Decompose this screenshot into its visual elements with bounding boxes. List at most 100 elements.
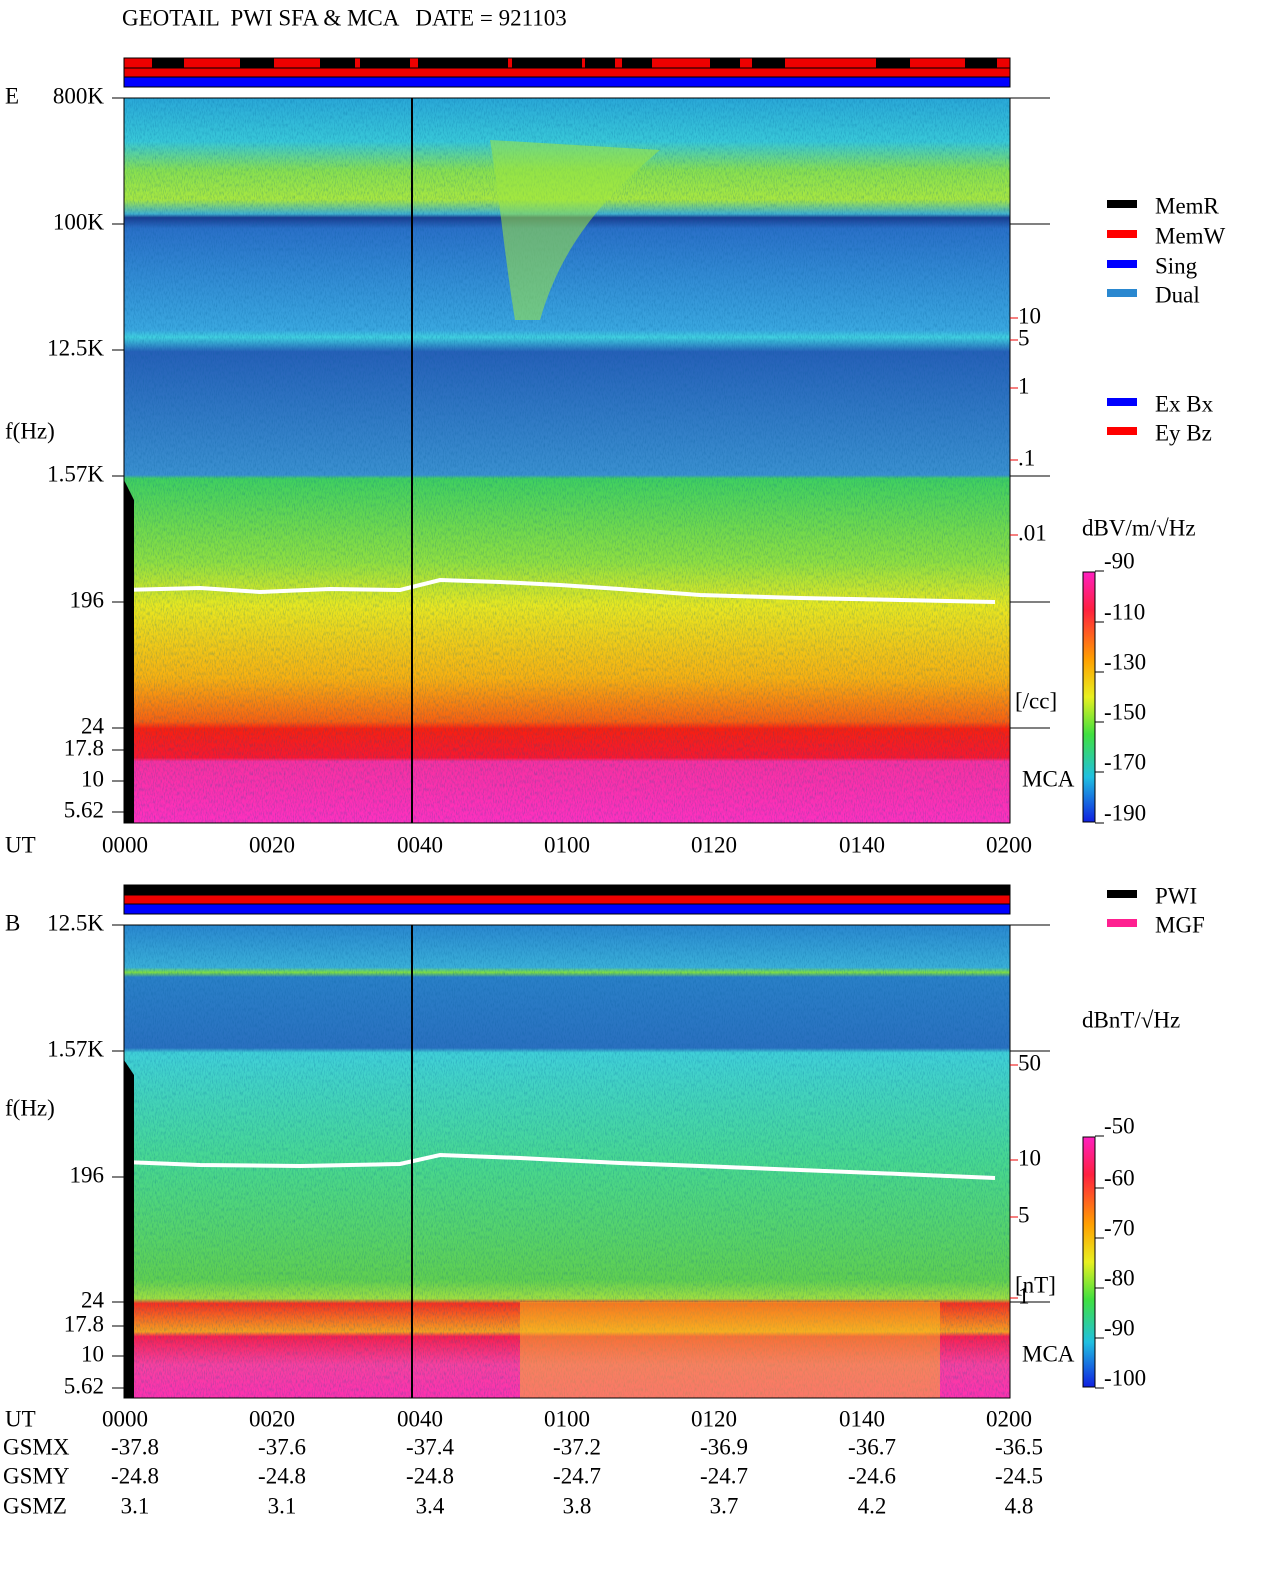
time-tick-label: 0200 [986, 1406, 1032, 1431]
orbit-value: 3.8 [563, 1493, 592, 1518]
mca-label: MCA [1022, 1341, 1075, 1366]
emission [490, 140, 660, 320]
freq-tick-label: 1.57K [47, 461, 104, 486]
time-tick-label: 0100 [544, 1406, 590, 1431]
right-tick-label: 5 [1018, 325, 1030, 350]
colorbar-tick-label: -150 [1104, 699, 1146, 724]
mca-band [520, 1302, 940, 1398]
colorbar-tick-label: -170 [1104, 749, 1146, 774]
right-tick-label: .01 [1018, 520, 1047, 545]
status-bar [123, 884, 1011, 896]
orbit-value: -24.7 [700, 1463, 748, 1488]
freq-tick-label: 196 [70, 1162, 105, 1187]
freq-tick-label: 5.62 [64, 1373, 104, 1398]
axis-lines [1010, 97, 1050, 1303]
status-sing [123, 76, 1011, 88]
legend-swatches [1107, 200, 1137, 927]
orbit-value: -37.2 [553, 1434, 601, 1459]
orbit-value: -37.8 [111, 1434, 159, 1459]
time-tick-label: 0000 [102, 1406, 148, 1431]
right-tick-label: 1 [1018, 1283, 1030, 1308]
freq-tick-label: 17.8 [64, 735, 104, 760]
orbit-value: -24.8 [258, 1463, 306, 1488]
y-axis-label: f(Hz) [5, 418, 55, 443]
freq-tick-label: 1.57K [47, 1036, 104, 1061]
right-tick-label: 50 [1018, 1050, 1041, 1075]
colorbar-tick-label: -80 [1104, 1265, 1135, 1290]
x-axis-label: UT [5, 832, 36, 857]
right-tick-label: .1 [1018, 445, 1035, 470]
colorbar-tick-label: -50 [1104, 1113, 1135, 1138]
freq-tick-label: 24 [81, 1287, 105, 1312]
legend-entry: MemR [1155, 193, 1220, 218]
right-tick-label: 1 [1018, 373, 1030, 398]
orbit-value: -36.5 [995, 1434, 1043, 1459]
freq-tick-label: 10 [81, 1341, 104, 1366]
freq-tick-label: 800K [53, 83, 105, 108]
freq-tick-label: 17.8 [64, 1311, 104, 1336]
freq-tick-label: 10 [81, 766, 104, 791]
orbit-value: -37.6 [258, 1434, 306, 1459]
colorbar-tick-label: -190 [1104, 800, 1146, 825]
freq-tick-label: 24 [81, 713, 105, 738]
orbit-value: -24.8 [111, 1463, 159, 1488]
right-tick-label: 10 [1018, 303, 1041, 328]
legend-entry: PWI [1155, 883, 1197, 908]
time-tick-label: 0120 [691, 1406, 737, 1431]
orbit-value: -24.6 [848, 1463, 896, 1488]
orbit-label: GSMZ [3, 1493, 67, 1518]
colorbar-tick-label: -90 [1104, 548, 1135, 573]
status-memw [123, 67, 1011, 78]
colorbar-tick-label: -100 [1104, 1365, 1146, 1390]
panel-label: E [5, 83, 19, 108]
legend-entry: Dual [1155, 282, 1200, 307]
legend-entry: Ey Bz [1155, 420, 1212, 445]
freq-tick-label: 12.5K [47, 910, 104, 935]
colorbar [1082, 1136, 1096, 1388]
colorbar-tick-label: -70 [1104, 1215, 1135, 1240]
y-axis-label: f(Hz) [5, 1095, 55, 1120]
status-memw [123, 894, 1011, 905]
freq-tick-label: 196 [70, 587, 105, 612]
colorbar-tick-label: -130 [1104, 649, 1146, 674]
orbit-label: GSMX [3, 1434, 70, 1459]
time-tick-label: 0120 [691, 832, 737, 857]
orbit-value: -36.7 [848, 1434, 896, 1459]
time-tick-label: 0200 [986, 832, 1032, 857]
colorbar-tick-label: -110 [1104, 599, 1145, 624]
orbit-value: -24.7 [553, 1463, 601, 1488]
title: GEOTAIL PWI SFA & MCA DATE = 921103 [122, 5, 567, 30]
ramp [124, 1060, 134, 1398]
orbit-value: 3.1 [268, 1493, 297, 1518]
colorbar-tick-label: -90 [1104, 1315, 1135, 1340]
time-tick-label: 0020 [249, 832, 295, 857]
orbit-value: -24.8 [406, 1463, 454, 1488]
ramp [124, 480, 134, 823]
status-memr [152, 58, 997, 68]
time-tick-label: 0000 [102, 832, 148, 857]
colorbar-unit: dBV/m/√Hz [1082, 515, 1196, 540]
legend-entry: MGF [1155, 912, 1205, 937]
orbit-value: -37.4 [406, 1434, 454, 1459]
freq-tick-label: 12.5K [47, 335, 104, 360]
orbit-value: 3.1 [121, 1493, 150, 1518]
frame [123, 924, 1011, 1399]
time-tick-label: 0100 [544, 832, 590, 857]
right-tick-label: 10 [1018, 1145, 1041, 1170]
colorbar [1082, 571, 1096, 823]
plasma-line [123, 577, 996, 604]
panel-label: B [5, 910, 20, 935]
legend-entry: Sing [1155, 253, 1198, 278]
status-sing [123, 903, 1011, 915]
orbit-label: GSMY [3, 1463, 70, 1488]
legend-entry: MemW [1155, 223, 1226, 248]
orbit-value: 4.8 [1005, 1493, 1034, 1518]
freq-tick-label: 100K [53, 209, 105, 234]
right-tick-label: 5 [1018, 1202, 1030, 1227]
legend-entry: Ex Bx [1155, 391, 1214, 416]
time-tick-label: 0020 [249, 1406, 295, 1431]
plasma-line [123, 1152, 996, 1180]
x-axis-label: UT [5, 1406, 36, 1431]
time-tick-label: 0140 [839, 1406, 885, 1431]
